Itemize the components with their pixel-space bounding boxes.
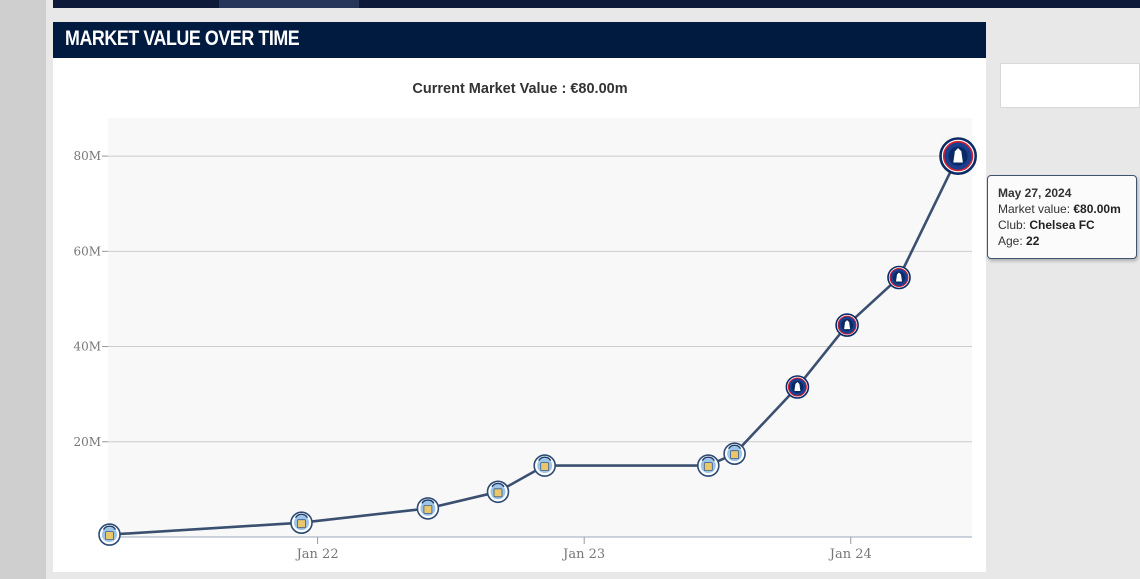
y-tick-label: 80M: [73, 149, 101, 163]
tooltip-club: Club: Chelsea FC: [998, 218, 1095, 232]
man-city-crest-icon[interactable]: [696, 454, 720, 477]
tooltip-date: May 27, 2024: [998, 186, 1072, 200]
panel-header: MARKET VALUE OVER TIME: [53, 22, 986, 58]
sidebar-widget: [1000, 63, 1140, 108]
chelsea-crest-icon[interactable]: [785, 375, 810, 399]
x-tick-label: Jan 22: [295, 547, 339, 562]
tooltip-age: Age: 22: [998, 234, 1040, 248]
man-city-crest-icon[interactable]: [416, 497, 440, 520]
man-city-crest-icon[interactable]: [533, 454, 557, 477]
x-tick-label: Jan 23: [561, 547, 605, 562]
top-navigation-bar: [53, 0, 1140, 8]
x-tick-label: Jan 24: [828, 547, 872, 562]
y-tick-label: 20M: [73, 435, 101, 449]
active-nav-tab[interactable]: [219, 0, 359, 8]
y-axis: 20M 40M 60M 80M: [73, 149, 108, 449]
y-tick-label: 40M: [73, 340, 101, 354]
x-axis: Jan 22 Jan 23 Jan 24: [295, 537, 872, 562]
y-tick-label: 60M: [73, 244, 101, 258]
left-gutter: [0, 0, 46, 579]
man-city-crest-icon[interactable]: [290, 511, 313, 535]
market-value-chart: Current Market Value : €80.00m 20M 40M 60M…: [73, 81, 977, 562]
chelsea-crest-icon[interactable]: [835, 313, 859, 337]
grid-lines: [108, 155, 972, 538]
man-city-crest-icon[interactable]: [486, 480, 510, 504]
tooltip-market-value: Market value: €80.00m: [998, 202, 1121, 216]
chart-title: Current Market Value : €80.00m: [412, 81, 627, 97]
chelsea-crest-icon[interactable]: [939, 137, 977, 175]
panel-title: MARKET VALUE OVER TIME: [65, 27, 300, 50]
data-point-tooltip: May 27, 2024 Market value: €80.00m Club:…: [987, 175, 1137, 259]
man-city-crest-icon[interactable]: [98, 523, 121, 546]
chelsea-crest-icon[interactable]: [887, 265, 911, 290]
man-city-crest-icon[interactable]: [723, 442, 746, 466]
